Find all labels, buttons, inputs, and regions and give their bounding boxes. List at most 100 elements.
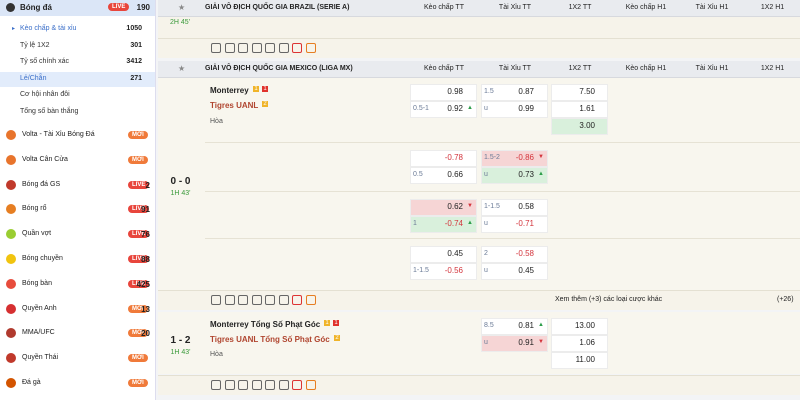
odds-line: 8.5 — [484, 322, 494, 329]
odds-cell[interactable] — [481, 167, 548, 184]
submenu-item[interactable]: Cơ hội nhân đôi — [20, 91, 70, 98]
sport-item[interactable]: Bóng rổ — [22, 205, 47, 213]
sport-label: Bóng đá — [20, 3, 52, 12]
sport-item[interactable]: Bóng đá GS — [22, 180, 61, 188]
odds-value: 0.45 — [447, 249, 463, 258]
odds-cell[interactable] — [481, 318, 548, 335]
odds-cell[interactable] — [410, 150, 477, 167]
sport-icon — [6, 328, 16, 339]
odds-cell[interactable] — [481, 199, 548, 216]
odds-line: 2 — [484, 250, 488, 257]
submenu-item[interactable]: Kèo chấp & tài xỉu — [20, 25, 77, 32]
odds-cell[interactable] — [410, 246, 477, 263]
trend-arrow: ▲ — [538, 322, 544, 328]
row-divider — [205, 238, 800, 239]
odds-cell[interactable] — [481, 84, 548, 101]
odds-value: 0.81 — [518, 321, 534, 330]
sport-item[interactable]: Volta Cân Cửa — [22, 155, 68, 163]
badge: LIVE — [128, 180, 150, 189]
submenu-item[interactable]: Lẻ/Chẵn — [20, 74, 47, 82]
icon — [251, 295, 262, 305]
sport-item[interactable]: MMA/UFC — [22, 329, 55, 337]
icon — [238, 380, 248, 390]
icon — [238, 295, 248, 305]
odds-cell[interactable] — [481, 335, 548, 352]
icon — [305, 295, 316, 305]
icon — [251, 380, 262, 390]
more-bets[interactable]: Xem thêm (+3) các loại cược khác — [555, 296, 663, 303]
trend-arrow: ▲ — [467, 220, 473, 226]
badge: MỚI — [128, 379, 148, 387]
odds-cell[interactable] — [551, 101, 608, 118]
league-header — [158, 0, 800, 17]
column-header: Kèo chấp H1 — [625, 4, 667, 11]
odds-line: 0.5-1 — [413, 105, 429, 112]
odds-cell[interactable] — [481, 246, 548, 263]
icon — [224, 380, 235, 390]
column-header: 1X2 TT — [568, 4, 592, 11]
odds-cell[interactable] — [410, 216, 477, 233]
sport-item[interactable]: Bóng bàn — [22, 279, 52, 287]
card: 1 — [262, 86, 268, 92]
odds-cell[interactable] — [481, 150, 548, 167]
odds-cell[interactable] — [551, 335, 608, 352]
sport-item[interactable]: Quyền Anh — [22, 304, 57, 312]
sport-item[interactable]: Volta - Tài Xỉu Bóng Đá — [22, 131, 95, 138]
sport-count: 190 — [136, 3, 150, 12]
sport-item[interactable]: Đá gà — [22, 379, 41, 386]
icon — [238, 43, 248, 53]
icon — [265, 43, 275, 53]
badge: LIVE — [128, 230, 150, 239]
odds-value: -0.74 — [444, 219, 463, 228]
trend-arrow: ▼ — [538, 339, 544, 345]
icon — [292, 43, 302, 53]
odds-cell[interactable] — [410, 199, 477, 216]
submenu-count: 271 — [130, 74, 142, 82]
team-name: Monterrey Tổng Số Phạt Góc — [210, 320, 321, 329]
odds-cell[interactable] — [551, 318, 608, 335]
odds-cell[interactable] — [481, 101, 548, 118]
trend-arrow: ▲ — [538, 171, 544, 177]
team-name: Monterrey — [210, 86, 249, 95]
submenu-item[interactable]: Tỷ số chính xác — [20, 58, 70, 65]
odds-cell[interactable] — [551, 118, 608, 135]
odds-cell[interactable] — [481, 216, 548, 233]
sport-count: 2 — [145, 180, 150, 190]
column-header: 1X2 TT — [568, 65, 592, 72]
odds-cell[interactable] — [410, 101, 477, 118]
card: 2 — [262, 101, 268, 107]
card: 1 — [333, 320, 339, 326]
odds-cell[interactable] — [481, 263, 548, 280]
icon — [292, 380, 302, 390]
sport-item[interactable]: Quyền Thái — [22, 354, 59, 362]
score: 1 - 2 — [170, 335, 191, 346]
icon-row — [158, 375, 800, 395]
odds-cell[interactable] — [551, 84, 608, 101]
icon-row — [158, 38, 800, 58]
sport-icon — [6, 229, 16, 240]
sport-item[interactable]: Quần vợt — [22, 230, 52, 238]
odds-cell[interactable] — [551, 352, 608, 369]
icon — [278, 380, 289, 390]
odds-value: 0.62 — [447, 202, 463, 211]
submenu-item[interactable]: Tỷ lệ 1X2 — [20, 41, 50, 49]
odds-cell[interactable] — [410, 263, 477, 280]
odds-cell[interactable] — [410, 84, 477, 101]
submenu-caret: ▸ — [12, 26, 16, 32]
submenu-item[interactable]: Tổng số bàn thắng — [20, 107, 79, 115]
odds-line: u — [484, 171, 488, 178]
row-divider — [205, 191, 800, 192]
odds-value: -0.71 — [515, 219, 534, 228]
odds-line: u — [484, 220, 488, 227]
sport-icon — [6, 303, 16, 314]
score: 0 - 0 — [170, 176, 191, 187]
odds-cell[interactable] — [410, 167, 477, 184]
odds-value: 13.00 — [574, 321, 595, 330]
icon-row — [158, 290, 800, 310]
submenu-count: 1050 — [126, 25, 142, 32]
extra-count[interactable]: (+26) — [777, 296, 794, 303]
sport-item[interactable]: Bóng chuyền — [22, 255, 63, 262]
column-header: Kèo chấp TT — [424, 4, 464, 11]
badge: MỚI — [128, 304, 148, 313]
odds-line: 1.5 — [484, 88, 494, 95]
